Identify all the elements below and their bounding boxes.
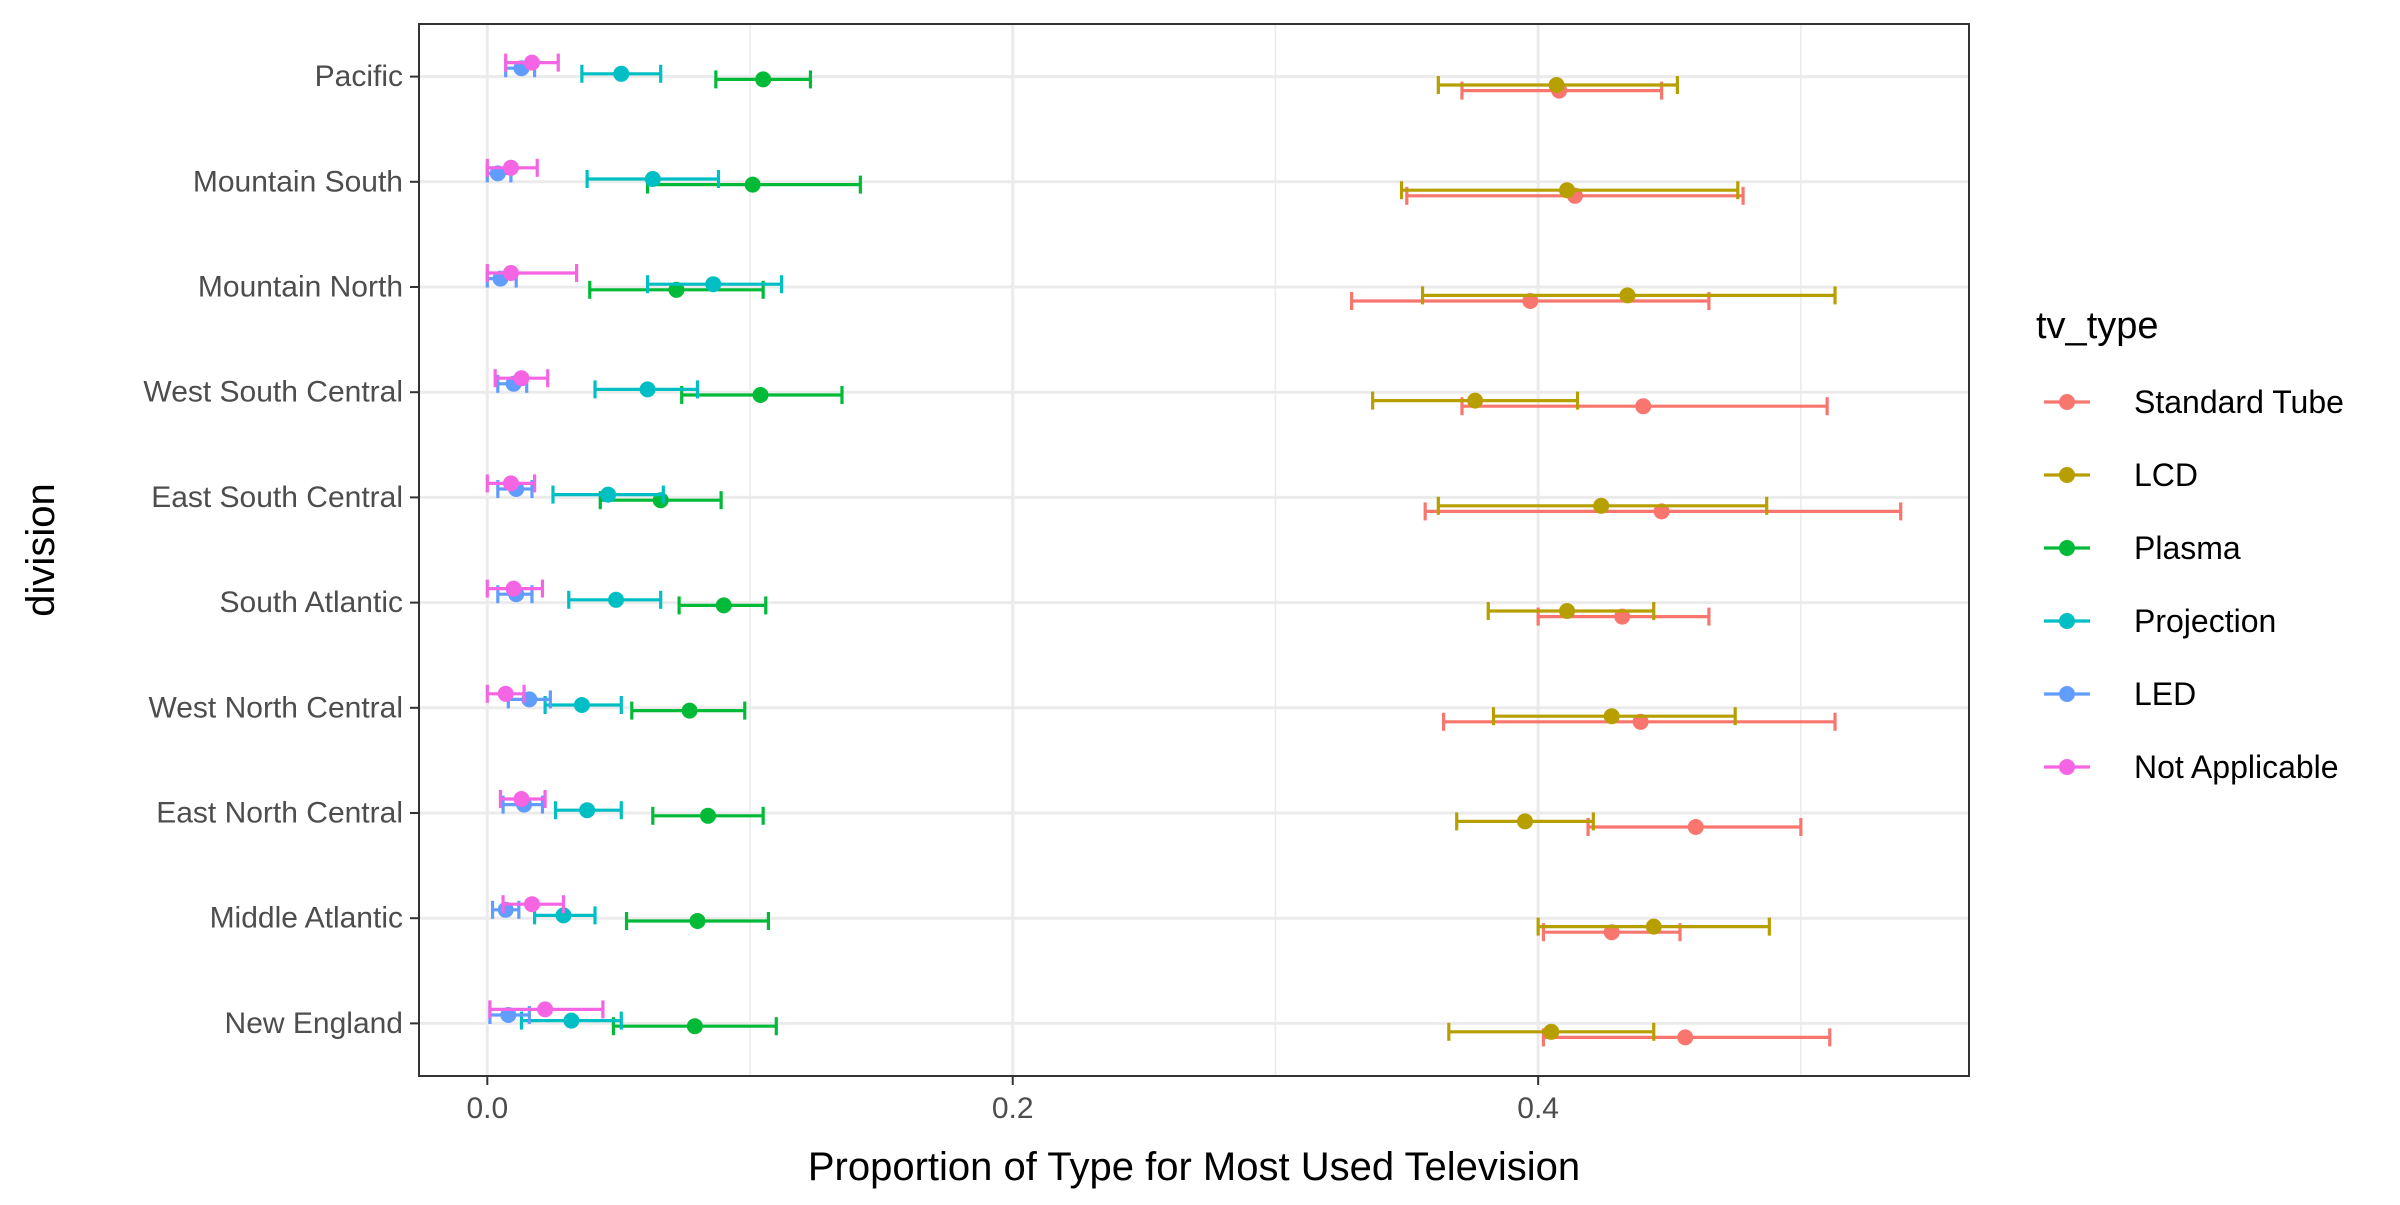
series-not-applicable (485, 53, 605, 1019)
data-point (505, 580, 522, 597)
data-point (537, 1001, 554, 1018)
y-tick-label: Mountain North (198, 271, 403, 304)
legend-label: LED (2134, 676, 2196, 712)
y-tick-label: Pacific (315, 60, 403, 93)
data-point (1559, 603, 1576, 619)
error-bar (485, 264, 579, 282)
data-point (555, 907, 572, 924)
data-point (1619, 287, 1636, 304)
legend: tv_type Standard Tube LCD Plasma Projection… (2036, 305, 2344, 785)
data-point (681, 702, 698, 719)
data-point (600, 486, 617, 503)
data-point (689, 913, 706, 929)
y-tick-label: Mountain South (193, 165, 403, 198)
y-tick-label: Middle Atlantic (210, 902, 403, 935)
x-tick-label: 0.4 (1517, 1092, 1559, 1125)
data-point (639, 381, 656, 398)
y-tick-label: East South Central (151, 481, 403, 514)
series-lcd (1371, 76, 1837, 1041)
data-point (686, 1018, 703, 1035)
data-point (1645, 918, 1662, 935)
y-tick-label: New England (225, 1007, 403, 1040)
data-point (563, 1012, 580, 1029)
data-point (1593, 497, 1610, 514)
series-plasma (588, 70, 862, 1036)
x-tick-label: 0.0 (466, 1092, 508, 1125)
data-point (608, 591, 625, 608)
data-point (1548, 77, 1565, 93)
legend-title: tv_type (2036, 305, 2159, 347)
legend-item-not-applicable: Not Applicable (2044, 749, 2339, 785)
legend-item-projection: Projection (2044, 603, 2276, 639)
legend-key-point (2059, 394, 2075, 410)
data-point (523, 896, 540, 913)
legend-key-point (2059, 613, 2075, 629)
data-point (513, 370, 530, 387)
legend-label: Not Applicable (2134, 749, 2339, 785)
data-point (497, 685, 514, 702)
x-axis-title: Proportion of Type for Most Used Televis… (808, 1145, 1580, 1189)
plot-panel-background (419, 24, 1969, 1076)
x-tick-label: 0.2 (992, 1092, 1034, 1125)
data-point (1517, 813, 1534, 830)
legend-item-led: LED (2044, 676, 2196, 712)
y-tick-label: West North Central (148, 691, 403, 724)
y-tick-label: West South Central (143, 376, 403, 409)
y-axis: Pacific Mountain South Mountain North West … (143, 60, 419, 1040)
data-point (502, 159, 519, 176)
data-point (705, 276, 722, 293)
y-tick-label: South Atlantic (220, 586, 403, 619)
legend-label: LCD (2134, 457, 2198, 493)
data-point (1543, 1023, 1560, 1040)
y-axis-title: division (19, 483, 63, 616)
data-point (1467, 392, 1484, 409)
x-axis: 0.0 0.2 0.4 (466, 1076, 1559, 1125)
data-point (699, 807, 716, 824)
y-tick-label: East North Central (156, 797, 403, 830)
data-point (502, 475, 519, 492)
legend-key-point (2059, 686, 2075, 702)
legend-label: Projection (2134, 603, 2276, 639)
legend-key-point (2059, 759, 2075, 775)
data-point (755, 71, 772, 88)
legend-key-point (2059, 540, 2075, 556)
data-point (513, 791, 530, 807)
data-point (523, 54, 540, 71)
legend-key-point (2059, 467, 2075, 483)
data-point (502, 265, 519, 281)
data-point (573, 697, 590, 713)
data-point (644, 171, 661, 187)
legend-label: Plasma (2134, 530, 2241, 566)
data-point (752, 387, 769, 403)
data-point (1603, 708, 1620, 725)
data-point (1635, 398, 1652, 415)
data-point (1687, 819, 1704, 835)
legend-item-lcd: LCD (2044, 457, 2198, 493)
data-point (579, 802, 596, 819)
data-point (613, 65, 630, 82)
data-point (1603, 924, 1620, 941)
data-point (1559, 182, 1576, 199)
legend-item-plasma: Plasma (2044, 530, 2241, 566)
plot-panel-border (418, 23, 1970, 1077)
data-point (744, 176, 761, 193)
data-point (1677, 1029, 1694, 1046)
series-layer (485, 53, 1903, 1047)
legend-label: Standard Tube (2134, 384, 2344, 420)
legend-item-standard-tube: Standard Tube (2044, 384, 2344, 420)
data-point (715, 597, 732, 614)
